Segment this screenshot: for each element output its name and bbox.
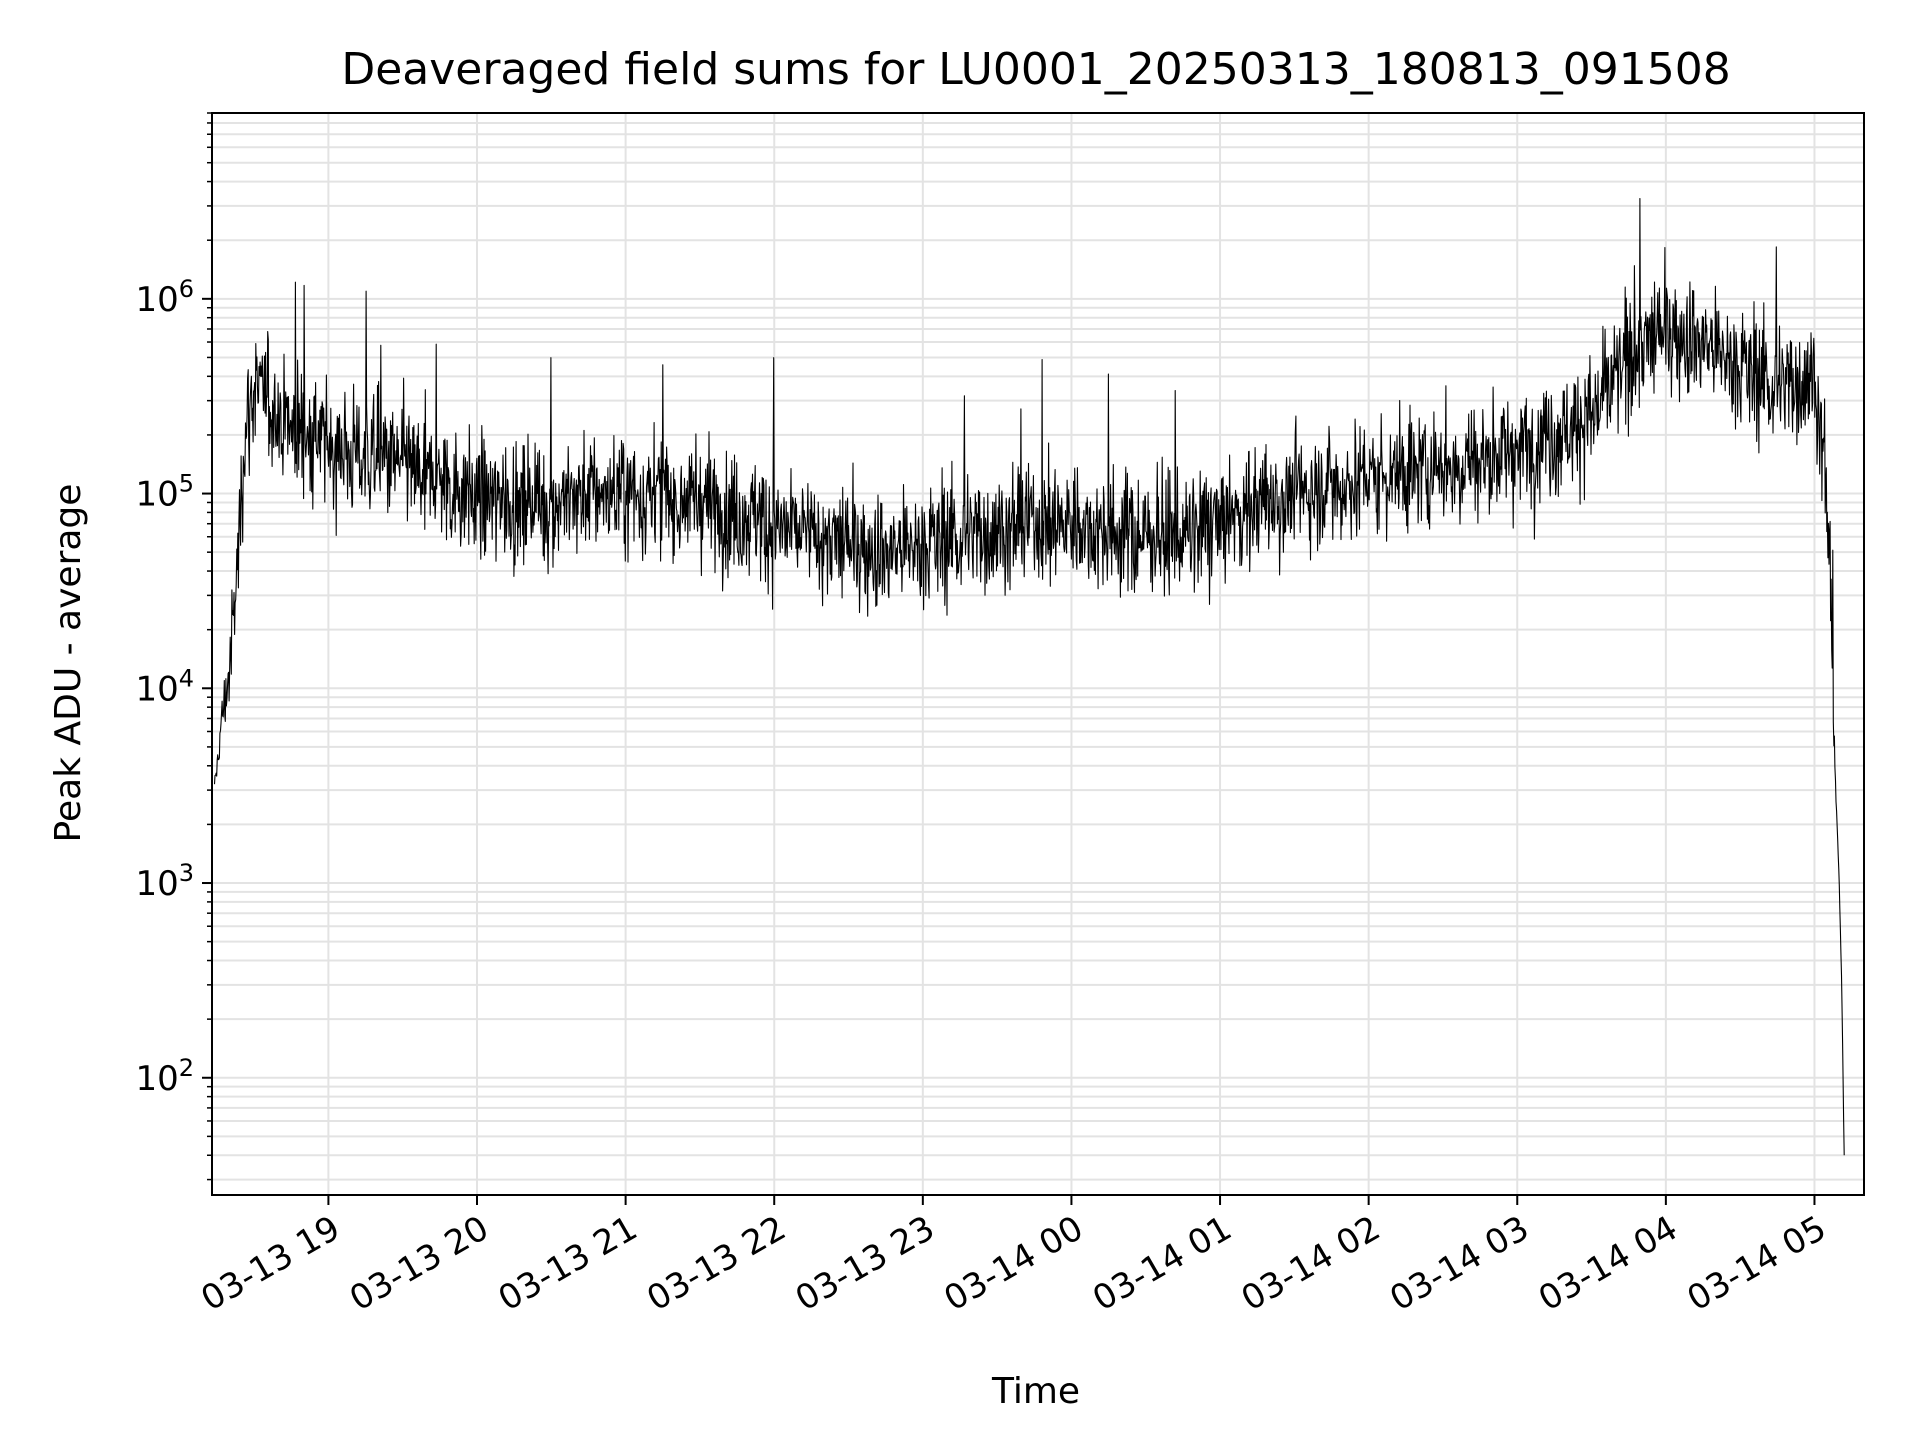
plot-frame: [211, 112, 1865, 1196]
series-layer: [213, 197, 1845, 1156]
y-tick-label: 106: [135, 275, 194, 320]
y-tick-label: 104: [135, 664, 194, 709]
y-axis-label: Peak ADU - average: [48, 484, 89, 843]
series-line: [213, 197, 1845, 1156]
y-tick-label: 105: [135, 470, 194, 515]
y-tick-label: 103: [135, 859, 194, 904]
chart-title: Deaveraged field sums for LU0001_2025031…: [341, 44, 1730, 95]
y-tick-label: 102: [135, 1054, 194, 1099]
x-axis-label: Time: [991, 1371, 1080, 1412]
